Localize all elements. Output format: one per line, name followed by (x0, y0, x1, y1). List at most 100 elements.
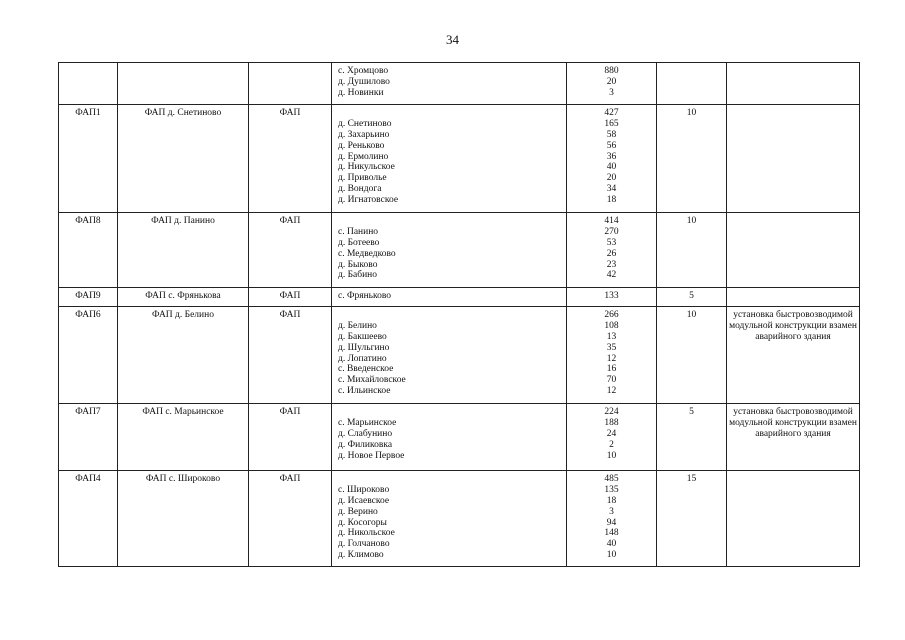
settlement-population: 10 (606, 450, 617, 461)
settlement-name: д. Бакшеево (338, 331, 387, 342)
settlement-population: 26 (606, 248, 617, 259)
fap-name-cell: ФАП д. Панино (117, 212, 249, 288)
fap-table: с. Хромцово д. Душилово д. Новинки 880 20 3 ФА… (58, 62, 860, 567)
population-total: 427 (604, 108, 619, 118)
fap-type-cell: ФАП (248, 104, 332, 213)
fap-name-cell: ФАП д. Белино (117, 306, 249, 404)
settlement-population: 35 (606, 342, 617, 353)
blank-line (338, 407, 564, 418)
fap-type-cell: ФАП (248, 287, 332, 307)
settlement-population: 36 (606, 151, 617, 162)
settlement-name: с. Хромцово (338, 66, 389, 76)
table-row: ФАП9 ФАП с. Фрянькова ФАП с. Фряньково 133 5 (58, 287, 860, 307)
settlement-population: 40 (606, 539, 617, 550)
settlement-population: 188 (604, 417, 619, 428)
settlement-name: д. Верино (338, 506, 378, 517)
note-cell (726, 470, 860, 567)
settlement-population: 165 (604, 118, 619, 129)
settlement-name: д. Климово (338, 550, 384, 561)
note-cell (726, 62, 860, 105)
fap-name-cell: ФАП с. Широково (117, 470, 249, 567)
fap-type-cell: ФАП (248, 470, 332, 567)
settlement-population: 34 (606, 184, 617, 195)
blank-line (338, 216, 564, 227)
staff-cell: 10 (656, 104, 727, 213)
settlement-population: 58 (606, 129, 617, 140)
settlement-name: д. Быково (338, 259, 378, 270)
settlement-population: 270 (604, 226, 619, 237)
table-row: ФАП7 ФАП с. Марьинское ФАП с. Марьинское д. … (58, 403, 860, 471)
settlements-cell: д. Белино д. Бакшеево д. Шульгино д. Лопати… (331, 306, 567, 404)
settlement-population: 2 (609, 439, 614, 450)
settlement-population: 133 (604, 291, 619, 301)
fap-name-cell: ФАП д. Снетиново (117, 104, 249, 213)
population-total: 485 (604, 474, 619, 484)
fap-code-cell: ФАП4 (58, 470, 118, 567)
settlement-name: д. Никульское (338, 162, 395, 173)
fap-name-cell: ФАП с. Марьинское (117, 403, 249, 471)
fap-code-cell: ФАП1 (58, 104, 118, 213)
settlement-name: д. Душилово (338, 76, 390, 87)
note-cell (726, 104, 860, 213)
settlement-population: 108 (604, 320, 619, 331)
population-cell: 427 165 58 56 36 40 20 34 18 (566, 104, 657, 213)
settlement-name: д. Исаевское (338, 495, 390, 506)
page-number: 34 (446, 32, 459, 47)
settlement-population: 24 (606, 428, 617, 439)
population-cell: 880 20 3 (566, 62, 657, 105)
settlement-name: д. Белино (338, 320, 377, 331)
fap-code-cell: ФАП6 (58, 306, 118, 404)
settlement-population: 135 (604, 484, 619, 495)
settlement-name: д. Новое Первое (338, 450, 405, 461)
settlement-name: с. Медведково (338, 248, 396, 259)
fap-code-cell: ФАП9 (58, 287, 118, 307)
population-cell: 224 188 24 2 10 (566, 403, 657, 471)
blank-line (338, 474, 564, 485)
settlement-name: д. Реньково (338, 140, 385, 151)
fap-type-cell: ФАП (248, 306, 332, 404)
note-cell (726, 212, 860, 288)
settlement-population: 70 (606, 375, 617, 386)
settlement-population: 148 (604, 528, 619, 539)
staff-cell: 5 (656, 287, 727, 307)
settlement-population: 56 (606, 140, 617, 151)
staff-cell: 10 (656, 212, 727, 288)
population-total: 224 (604, 407, 619, 417)
fap-code-cell: ФАП7 (58, 403, 118, 471)
settlement-name: с. Михайловское (338, 375, 406, 386)
settlement-name: д. Вондога (338, 184, 382, 195)
blank-line (338, 310, 564, 321)
fap-code-cell (58, 62, 118, 105)
staff-cell: 15 (656, 470, 727, 567)
settlement-population: 20 (606, 76, 617, 87)
staff-cell (656, 62, 727, 105)
settlement-name: д. Ермолино (338, 151, 389, 162)
staff-cell: 5 (656, 403, 727, 471)
fap-type-cell: ФАП (248, 403, 332, 471)
settlements-cell: с. Марьинское д. Слабунино д. Филиковка д. … (331, 403, 567, 471)
settlement-population: 18 (606, 195, 617, 206)
settlement-population: 10 (606, 550, 617, 561)
population-cell: 266 108 13 35 12 16 70 12 (566, 306, 657, 404)
fap-name-cell: ФАП с. Фрянькова (117, 287, 249, 307)
settlement-name: с. Панино (338, 226, 379, 237)
settlement-name: с. Широково (338, 484, 390, 495)
settlement-population: 40 (606, 162, 617, 173)
settlement-name: с. Введенское (338, 364, 394, 375)
note-cell (726, 287, 860, 307)
settlement-population: 23 (606, 259, 617, 270)
note-cell: установка быстровозводимой модульной кон… (726, 306, 860, 404)
fap-type-cell: ФАП (248, 212, 332, 288)
settlement-population: 3 (609, 506, 614, 517)
settlement-name: д. Приволье (338, 173, 387, 184)
settlement-name: д. Бабино (338, 270, 378, 281)
settlement-population: 18 (606, 495, 617, 506)
population-cell: 485 135 18 3 94 148 40 10 (566, 470, 657, 567)
settlement-name: с. Фряньково (338, 291, 392, 301)
settlement-name: д. Шульгино (338, 342, 390, 353)
settlement-population: 20 (606, 173, 617, 184)
settlement-population: 42 (606, 270, 617, 281)
settlement-name: д. Новинки (338, 87, 384, 98)
fap-type-cell (248, 62, 332, 105)
table-row: ФАП6 ФАП д. Белино ФАП д. Белино д. Бакшеево… (58, 306, 860, 404)
